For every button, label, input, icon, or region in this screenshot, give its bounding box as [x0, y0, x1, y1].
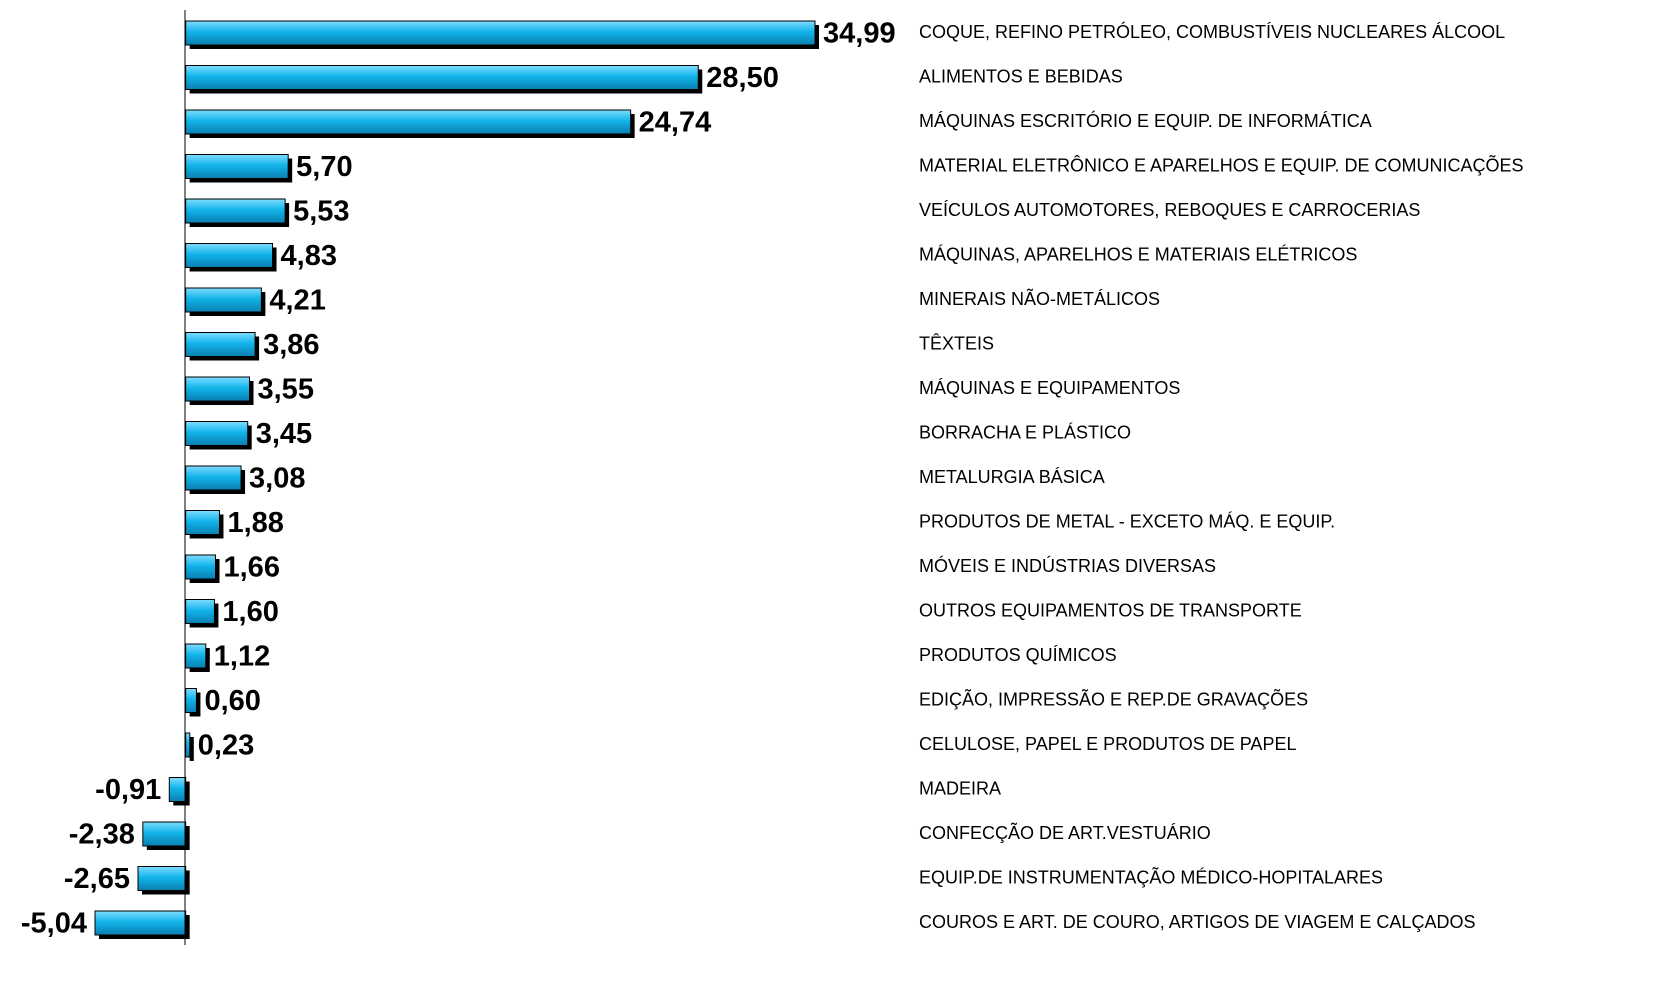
value-label: 3,45: [256, 418, 312, 450]
bar: [185, 376, 251, 402]
bar: [185, 109, 632, 135]
value-label: -2,38: [69, 819, 135, 851]
bar: [168, 777, 187, 802]
category-label: EDIÇÃO, IMPRESSÃO E REP.DE GRAVAÇÕES: [919, 688, 1308, 709]
bar: [185, 20, 816, 46]
bar: [185, 599, 215, 624]
bar: [185, 688, 197, 713]
category-label: MÁQUINAS, APARELHOS E MATERIAIS ELÉTRICO…: [919, 244, 1357, 264]
bar: [185, 154, 289, 179]
bar: [185, 732, 191, 758]
value-label: -2,65: [64, 863, 130, 895]
value-label: 5,70: [296, 151, 352, 183]
category-label: BORRACHA E PLÁSTICO: [919, 422, 1131, 442]
category-label: PRODUTOS DE METAL - EXCETO MÁQ. E EQUIP.: [919, 511, 1335, 531]
bar: [137, 866, 187, 891]
value-label: 28,50: [706, 62, 779, 94]
bar: [185, 287, 262, 313]
value-label: 4,83: [281, 240, 337, 272]
category-label: MÁQUINAS E EQUIPAMENTOS: [919, 378, 1180, 398]
bar: [185, 243, 274, 268]
category-label: CONFECÇÃO DE ART.VESTUÁRIO: [919, 822, 1211, 843]
category-label: METALURGIA BÁSICA: [919, 467, 1105, 487]
bar: [94, 910, 187, 936]
bar: [142, 821, 187, 847]
category-label: MATERIAL ELETRÔNICO E APARELHOS E EQUIP.…: [919, 154, 1523, 175]
value-label: -0,91: [95, 774, 161, 806]
category-label: MÁQUINAS ESCRITÓRIO E EQUIP. DE INFORMÁT…: [919, 110, 1372, 131]
value-label: 1,88: [227, 507, 283, 539]
value-label: 3,86: [263, 329, 319, 361]
category-label: CELULOSE, PAPEL E PRODUTOS DE PAPEL: [919, 734, 1296, 754]
category-label: VEÍCULOS AUTOMOTORES, REBOQUES E CARROCE…: [919, 200, 1420, 220]
value-label: -5,04: [21, 908, 87, 940]
bar: [185, 332, 256, 357]
value-label: 0,60: [204, 685, 260, 717]
category-label: COUROS E ART. DE COURO, ARTIGOS DE VIAGE…: [919, 912, 1475, 932]
category-label: ALIMENTOS E BEBIDAS: [919, 66, 1123, 86]
value-label: 34,99: [823, 18, 896, 50]
category-label: EQUIP.DE INSTRUMENTAÇÃO MÉDICO-HOPITALAR…: [919, 866, 1383, 887]
category-label: COQUE, REFINO PETRÓLEO, COMBUSTÍVEIS NUC…: [919, 21, 1505, 42]
value-label: 24,74: [639, 107, 712, 139]
bars: [94, 20, 820, 939]
bar: [185, 465, 242, 491]
bar: [185, 554, 217, 580]
category-label: PRODUTOS QUÍMICOS: [919, 645, 1117, 665]
value-label: 5,53: [293, 196, 349, 228]
category-label: MADEIRA: [919, 778, 1001, 798]
bar: [185, 421, 249, 446]
bar-shadow: [189, 737, 194, 761]
value-label: 1,60: [222, 596, 278, 628]
value-label: 3,55: [258, 374, 314, 406]
value-label: 0,23: [198, 730, 254, 762]
value-label: 1,66: [224, 552, 280, 584]
value-label: 1,12: [214, 641, 270, 673]
value-label: 4,21: [269, 285, 325, 317]
bar: [185, 643, 207, 669]
category-label: MINERAIS NÃO-METÁLICOS: [919, 288, 1160, 309]
bar: [185, 198, 286, 224]
category-label: TÊXTEIS: [919, 333, 994, 353]
value-label: 3,08: [249, 463, 305, 495]
category-label: MÓVEIS E INDÚSTRIAS DIVERSAS: [919, 555, 1216, 576]
category-label: OUTROS EQUIPAMENTOS DE TRANSPORTE: [919, 600, 1302, 620]
bar: [185, 510, 220, 535]
bar: [185, 65, 699, 90]
